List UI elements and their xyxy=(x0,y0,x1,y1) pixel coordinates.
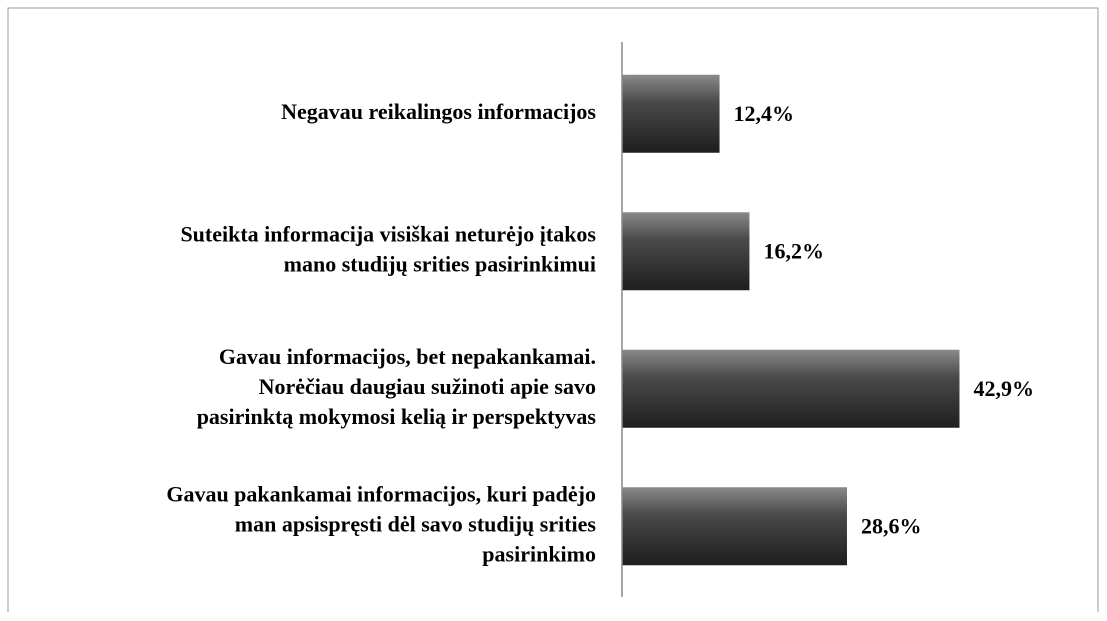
value-label: 16,2% xyxy=(763,238,824,263)
category-label: Suteikta informacija visiškai neturėjo į… xyxy=(180,221,596,246)
value-label: 28,6% xyxy=(861,513,922,538)
category-label: pasirinktą mokymosi kelią ir perspektyva… xyxy=(197,404,597,429)
value-label: 42,9% xyxy=(973,376,1034,401)
category-label: pasirinkimo xyxy=(482,541,596,566)
category-label: man apsispręsti dėl savo studijų srities xyxy=(235,511,597,536)
bar xyxy=(622,74,720,153)
value-label: 12,4% xyxy=(734,101,795,126)
bar xyxy=(622,212,750,291)
category-label: Gavau pakankamai informacijos, kuri padė… xyxy=(166,481,596,506)
frame xyxy=(7,7,1099,612)
bar xyxy=(622,349,960,428)
category-label: Gavau informacijos, bet nepakankamai. xyxy=(219,344,596,369)
bar xyxy=(622,487,847,566)
category-label: Negavau reikalingos informacijos xyxy=(281,99,596,124)
category-label: Norėčiau daugiau sužinoti apie savo xyxy=(259,374,596,399)
category-label: mano studijų srities pasirinkimui xyxy=(284,251,596,276)
